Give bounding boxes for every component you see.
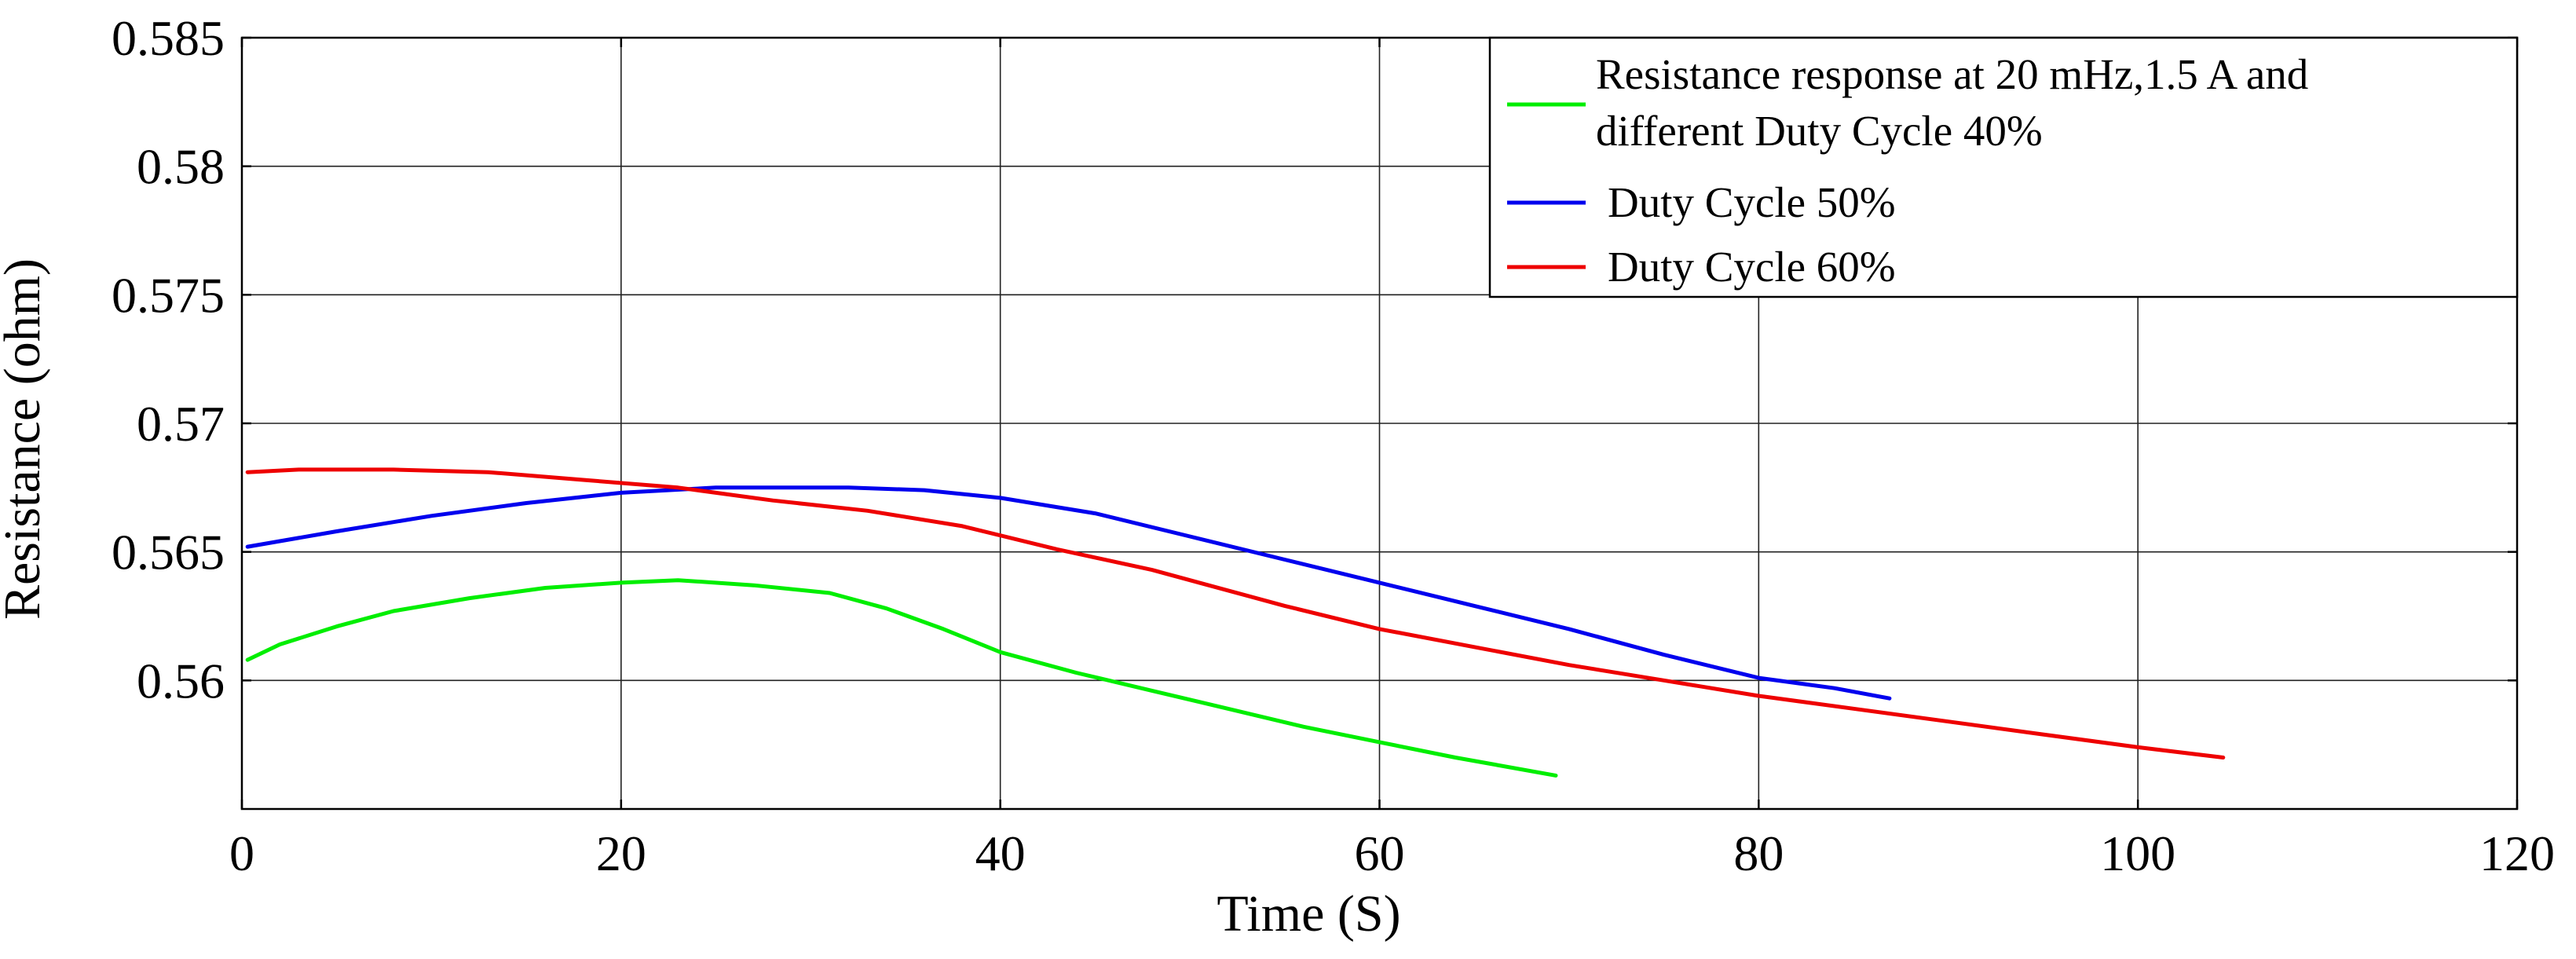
y-tick-label: 0.575 — [112, 267, 225, 323]
legend-label-2: Duty Cycle 50% — [1608, 178, 1896, 226]
axis-ticks: 0 20 40 60 80 100 120 0.56 0.565 0.57 0.575 0.58 0.5… — [112, 10, 2555, 881]
y-tick-label: 0.565 — [112, 525, 225, 580]
legend: Resistance response at 20 mHz,1.5 A and d… — [1488, 36, 2519, 298]
x-tick-label: 40 — [975, 825, 1026, 881]
x-tick-label: 80 — [1733, 825, 1784, 881]
x-tick-label: 0 — [229, 825, 254, 881]
legend-label-3: Duty Cycle 60% — [1608, 243, 1896, 291]
y-tick-label: 0.585 — [112, 10, 225, 66]
x-tick-label: 120 — [2479, 825, 2555, 881]
x-axis-title: Time (S) — [1217, 885, 1400, 943]
y-tick-label: 0.56 — [137, 653, 225, 708]
y-axis-title: Resistance (ohm) — [0, 258, 51, 620]
legend-label-1-line-2: different Duty Cycle 40% — [1596, 107, 2043, 155]
y-tick-label: 0.58 — [137, 139, 225, 195]
x-tick-label: 100 — [2100, 825, 2175, 881]
series-line-3 — [245, 467, 2226, 760]
x-tick-label: 60 — [1355, 825, 1405, 881]
x-tick-label: 20 — [596, 825, 646, 881]
series-lines — [245, 467, 2226, 778]
legend-box — [1488, 36, 2519, 298]
series-line-2 — [245, 485, 1892, 701]
legend-label-1-line-1: Resistance response at 20 mHz,1.5 A and — [1596, 50, 2308, 98]
y-tick-label: 0.57 — [137, 396, 225, 452]
series-line-1 — [245, 578, 1558, 778]
